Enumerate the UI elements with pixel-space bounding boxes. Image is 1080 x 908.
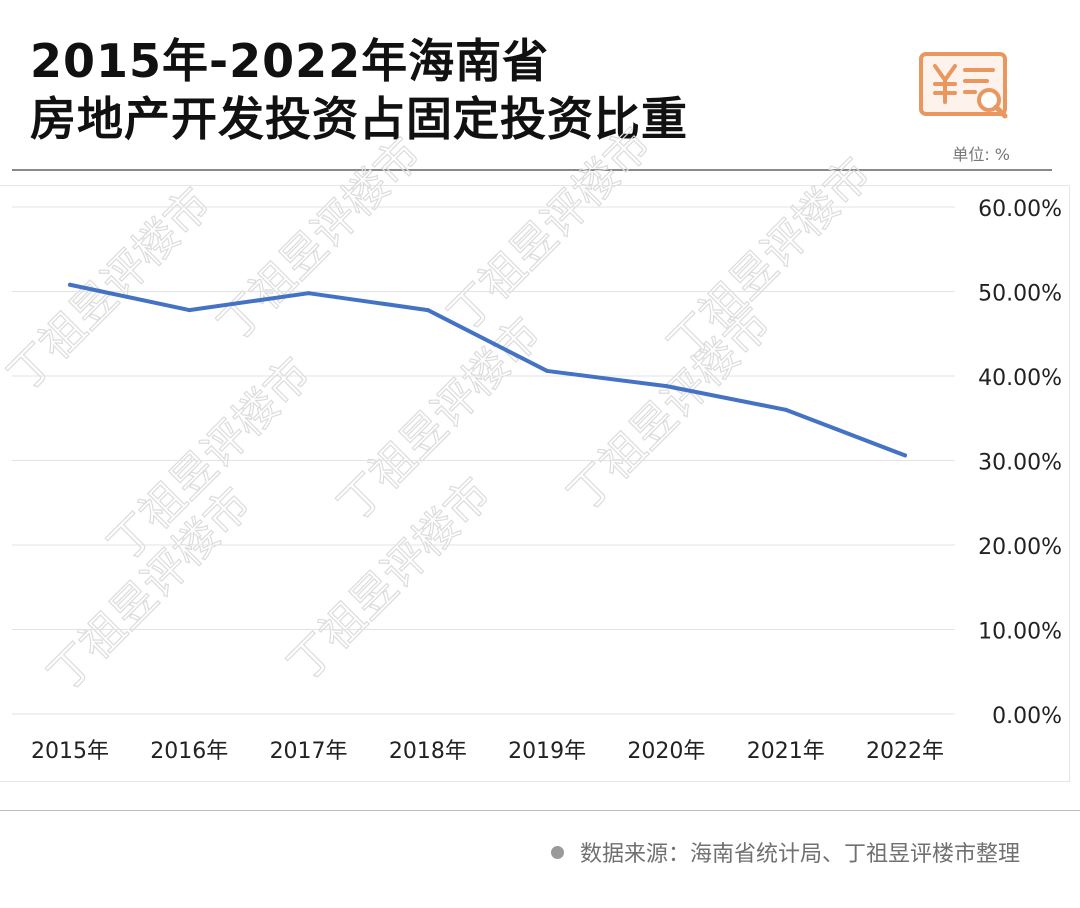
- page-title-line-1: 2015年-2022年海南省: [30, 34, 550, 88]
- watermark-text-2: 丁祖昱评楼市: [438, 118, 661, 341]
- data-point-2019年: [545, 368, 550, 373]
- x-tick-label-1: 2016年: [150, 739, 228, 764]
- x-tick-label-7: 2022年: [866, 739, 944, 764]
- y-tick-label-0: 0.00%: [992, 704, 1062, 729]
- x-tick-label-2: 2017年: [270, 739, 348, 764]
- page-title-line-2: 房地产开发投资占固定投资比重: [30, 92, 688, 146]
- x-tick-label-0: 2015年: [31, 739, 109, 764]
- data-point-2017年: [306, 291, 311, 296]
- x-tick-label-5: 2020年: [627, 739, 705, 764]
- footer-divider: [0, 810, 1080, 811]
- watermark-text-1: 丁祖昱评楼市: [208, 128, 431, 351]
- data-point-2015年: [68, 282, 72, 287]
- data-point-2020年: [664, 384, 669, 389]
- y-tick-label-1: 10.00%: [978, 620, 1062, 645]
- series-layer: [68, 282, 907, 458]
- source-note: 数据来源：海南省统计局、丁祖昱评楼市整理: [550, 836, 1020, 868]
- x-tick-label-6: 2021年: [747, 739, 825, 764]
- source-text: 数据来源：海南省统计局、丁祖昱评楼市整理: [579, 842, 1020, 867]
- y-tick-label-2: 20.00%: [978, 535, 1062, 560]
- data-point-2018年: [425, 308, 430, 313]
- y-tick-label-4: 40.00%: [978, 366, 1062, 391]
- x-tick-label-4: 2019年: [508, 739, 586, 764]
- data-point-2016年: [187, 308, 192, 313]
- x-tick-label-3: 2018年: [389, 739, 467, 764]
- y-tick-label-5: 50.00%: [978, 282, 1062, 307]
- data-point-2021年: [783, 407, 788, 412]
- y-tick-label-3: 30.00%: [978, 451, 1062, 476]
- grid-layer: [12, 206, 955, 715]
- series-line-0: [68, 282, 907, 458]
- chart-frame: [0, 185, 1070, 782]
- header-divider: [12, 169, 1052, 171]
- title-block: 2015年-2022年海南省 房地产开发投资占固定投资比重: [30, 32, 688, 148]
- data-point-2022年: [903, 453, 907, 458]
- y-tick-label-6: 60.00%: [978, 197, 1062, 222]
- watermark-text-0: 丁祖昱评楼市: [0, 178, 221, 401]
- y-axis-tick-labels: 0.00% 10.00% 20.00% 30.00% 40.00% 50.00% 60.00…: [978, 197, 1062, 729]
- yuan-invoice-search-icon: [917, 50, 1013, 126]
- unit-label: 单位: %: [952, 145, 1010, 164]
- x-axis-tick-labels: 2015年 2016年 2017年 2018年 2019年 2020年 2021年 2022年: [31, 739, 944, 764]
- bullet-dot-icon: [550, 845, 564, 859]
